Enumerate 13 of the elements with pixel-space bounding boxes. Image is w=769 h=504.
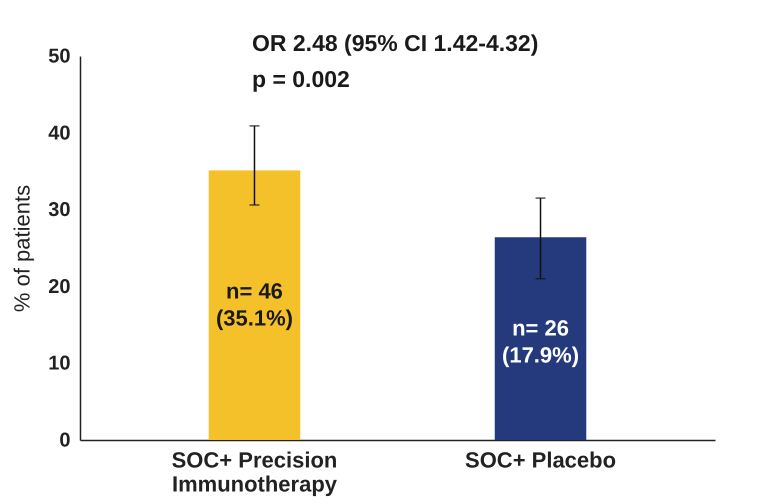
y-tick-label: 20 — [48, 276, 70, 298]
y-axis-title: % of patients — [9, 184, 34, 312]
y-tick-label: 10 — [48, 352, 70, 375]
y-tick-label: 50 — [48, 46, 70, 68]
data-label: n= 26 (17.9%) — [502, 315, 580, 368]
text: OR 2.48 (95% CI 1.42-4.32) — [252, 30, 538, 56]
y-tick-label: 30 — [48, 199, 70, 222]
y-tick-label: 40 — [48, 122, 70, 144]
data-label: n= 46 (35.1%) — [216, 278, 294, 331]
annotation: p = 0.002 — [252, 66, 350, 92]
x-tick-label: SOC+ Precision Immunotherapy — [172, 448, 338, 496]
x-tick-label: SOC+ Placebo — [465, 448, 616, 472]
y-tick-label: 0 — [59, 430, 70, 452]
